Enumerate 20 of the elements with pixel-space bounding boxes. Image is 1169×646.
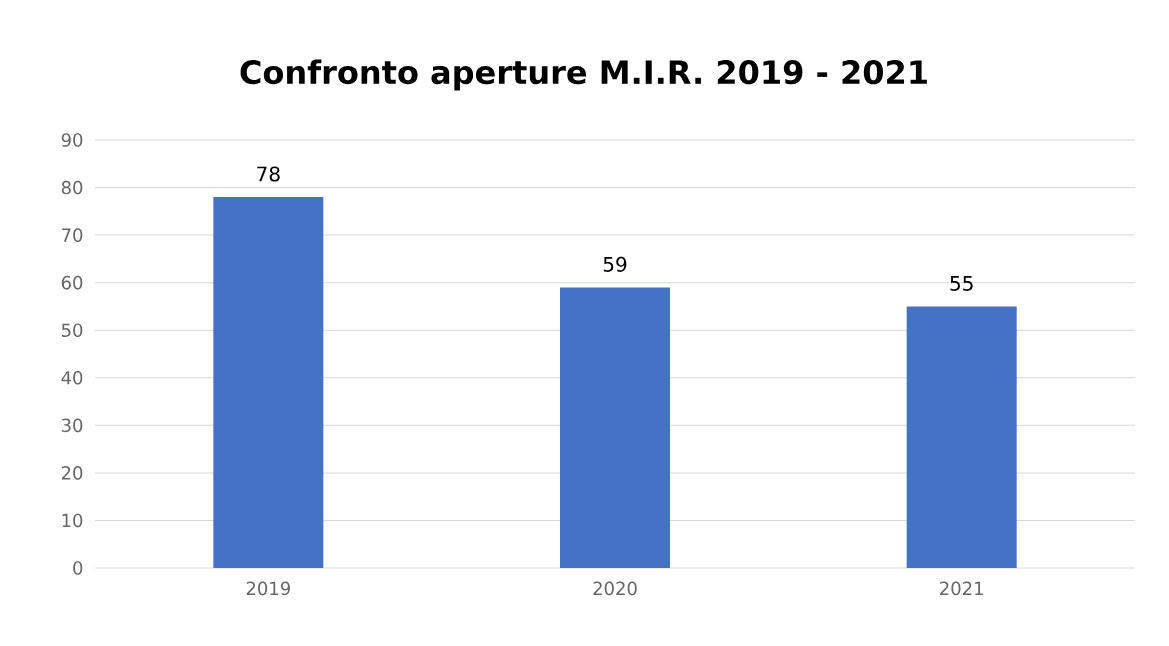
y-tick-label: 30: [61, 418, 83, 433]
y-tick-label: 0: [73, 561, 83, 575]
x-tick-label: 2020: [593, 581, 637, 596]
y-tick-label: 60: [61, 275, 83, 290]
y-tick-label: 20: [61, 466, 83, 480]
y-tick-label: 50: [61, 323, 83, 338]
y-tick-label: 10: [62, 513, 83, 528]
chart-title: Confronto aperture M.I.R. 2019 - 2021: [240, 59, 927, 91]
bar: [906, 306, 1017, 568]
bar: [560, 287, 670, 568]
y-tick-label: 40: [61, 370, 83, 385]
data-label: 59: [603, 256, 627, 272]
y-tick-label: 90: [61, 133, 83, 147]
bar: [213, 197, 324, 568]
data-label: 55: [950, 276, 973, 291]
y-tick-label: 80: [61, 180, 83, 195]
y-tick-label: 70: [62, 228, 83, 242]
x-tick-label: 2021: [940, 581, 983, 596]
data-label: 78: [257, 166, 280, 182]
x-tick-label: 2019: [246, 581, 290, 596]
